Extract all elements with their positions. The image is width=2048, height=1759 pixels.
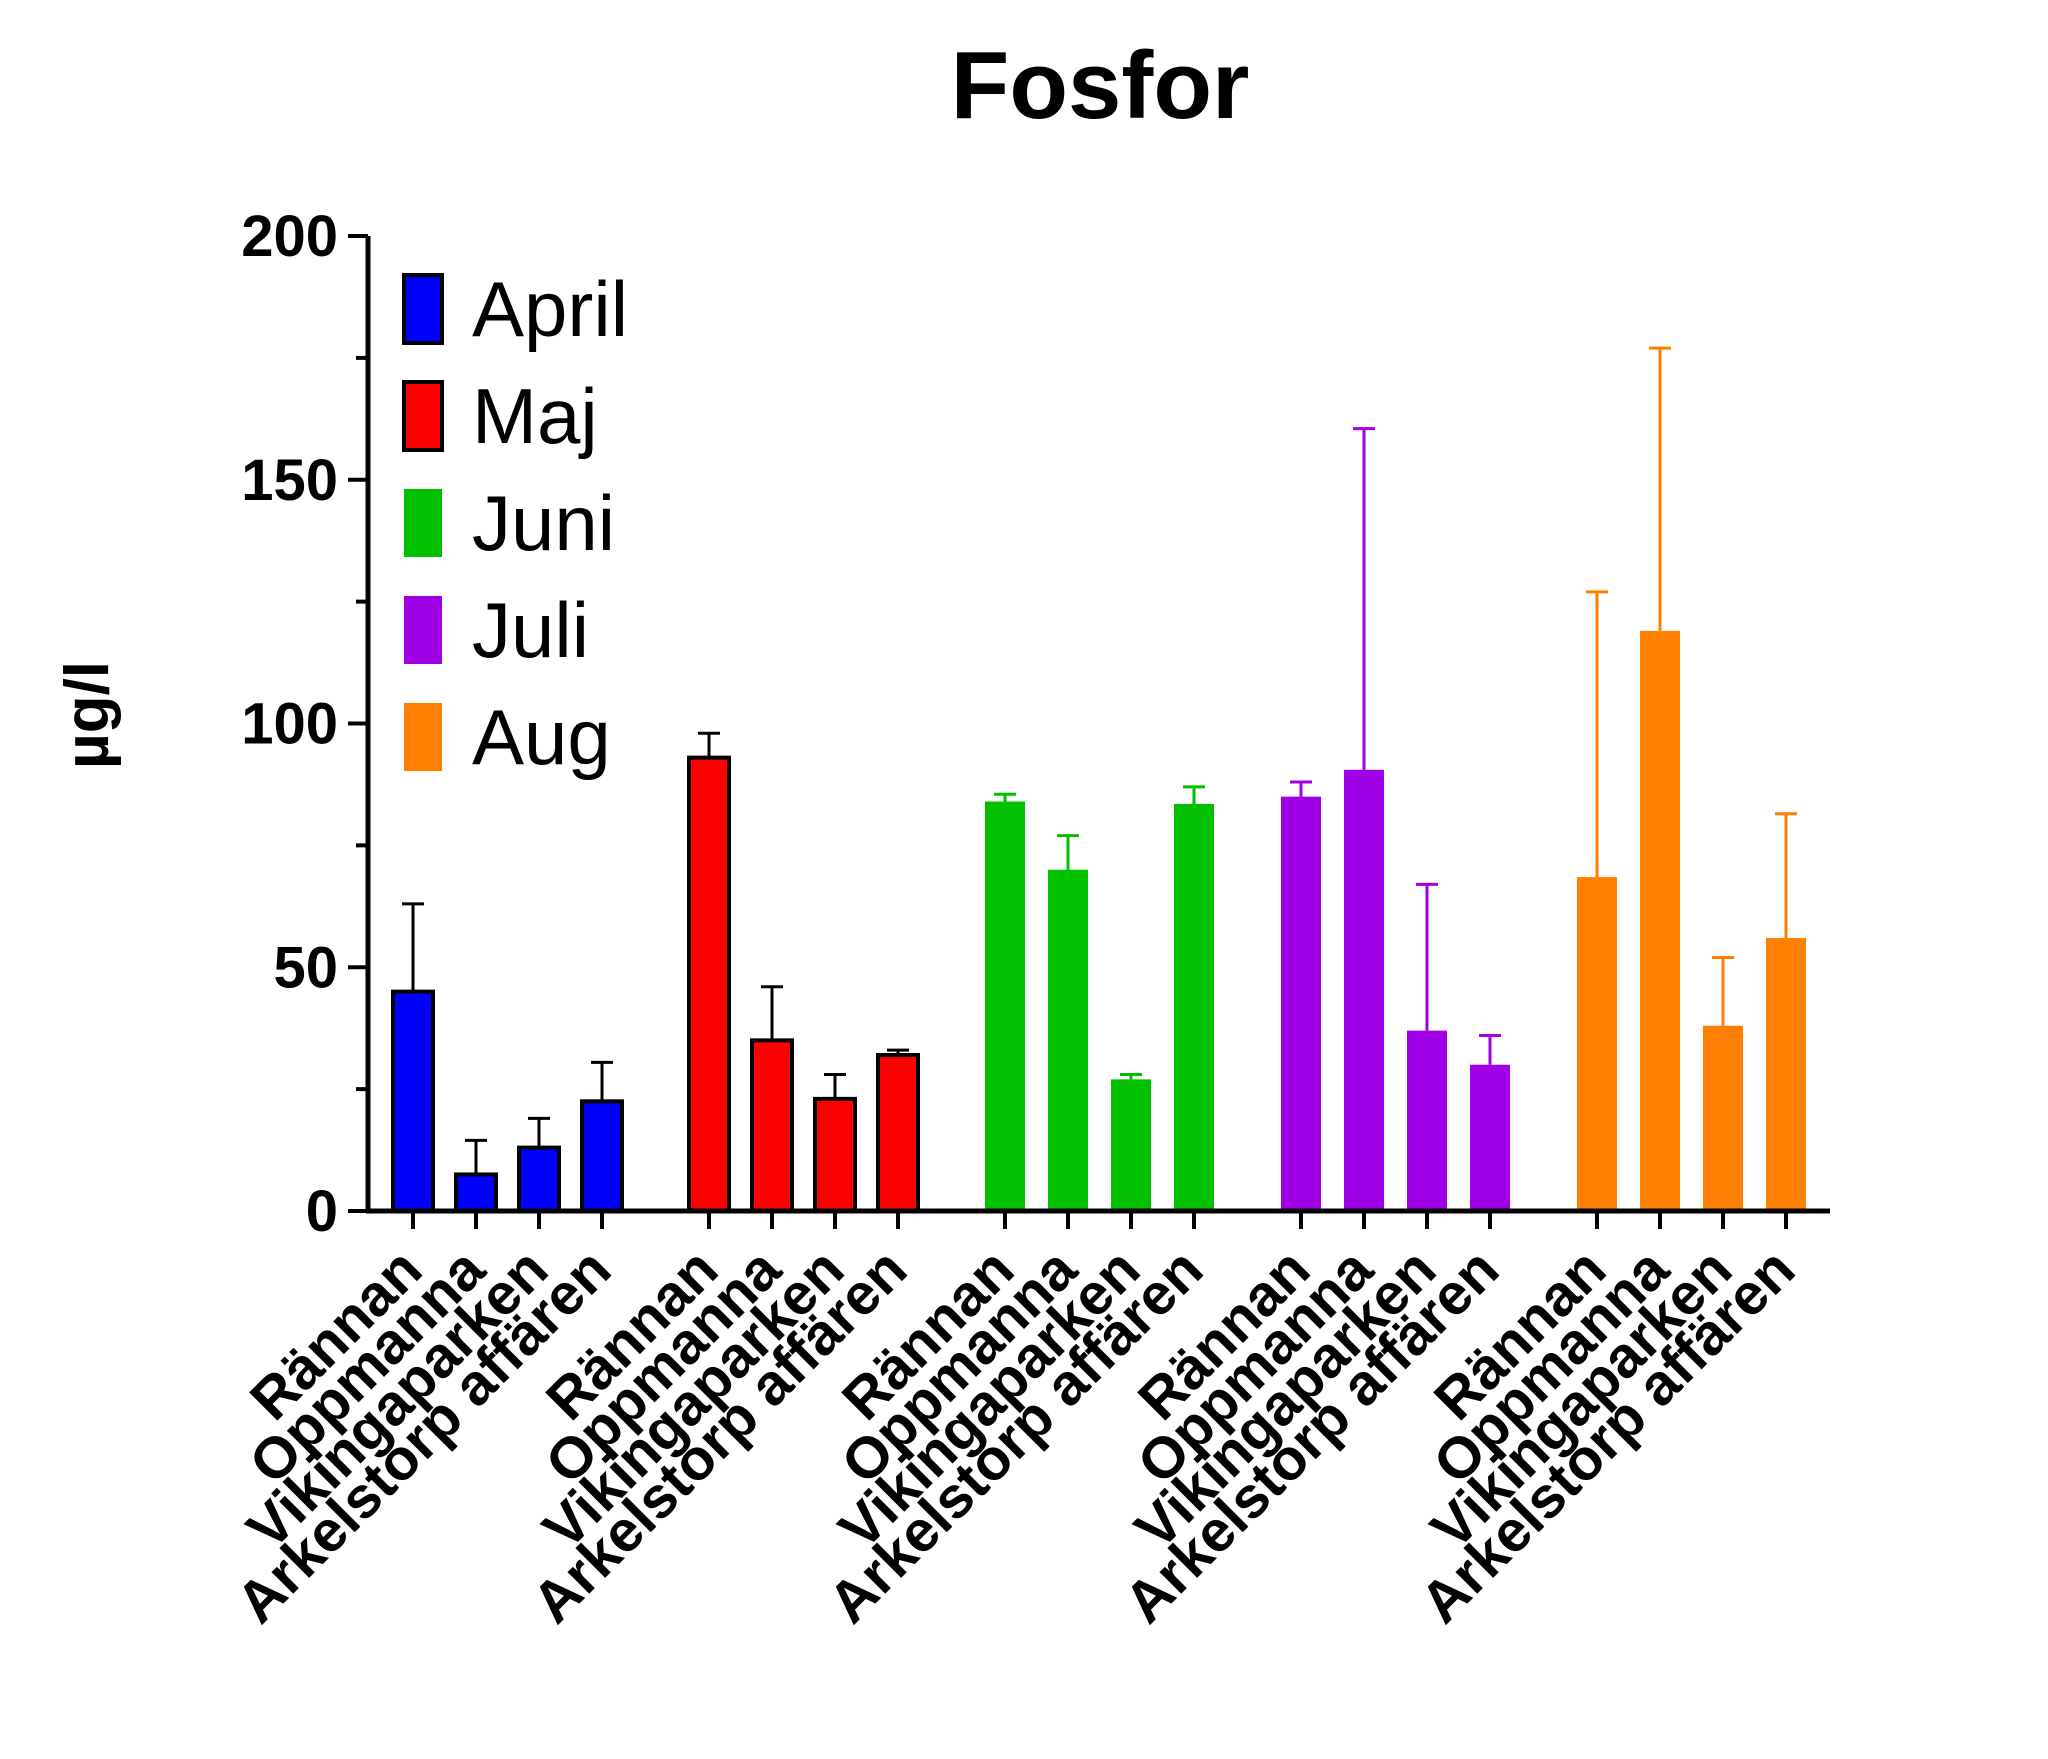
- axes: 0 50 100 150 200: [241, 204, 1830, 1244]
- bar: [1640, 630, 1680, 1211]
- bar: [1766, 938, 1806, 1211]
- y-tick-label: 100: [241, 692, 338, 757]
- chart-title: Fosfor: [951, 32, 1250, 139]
- legend-swatch: [404, 703, 442, 771]
- bar: [1111, 1079, 1151, 1211]
- legend-label: Aug: [472, 693, 611, 781]
- legend-swatch: [404, 489, 442, 557]
- legend-swatch: [402, 380, 444, 452]
- bar: [1470, 1064, 1510, 1211]
- bar: [750, 1038, 794, 1213]
- bars: [391, 346, 1806, 1213]
- y-axis-label: µg/l: [53, 661, 122, 769]
- legend-label: Maj: [472, 372, 598, 460]
- bar: [391, 989, 435, 1213]
- bar: [1407, 1030, 1447, 1211]
- legend-label: Juli: [472, 586, 589, 674]
- y-tick-label: 150: [241, 448, 338, 513]
- legend-label: Juni: [472, 479, 615, 567]
- bar: [1048, 869, 1088, 1211]
- legend-swatch: [404, 596, 442, 664]
- bar: [687, 755, 731, 1213]
- bar: [1703, 1025, 1743, 1211]
- bar: [1344, 769, 1384, 1211]
- y-tick-label: 0: [306, 1179, 338, 1244]
- legend-swatch: [402, 273, 444, 345]
- bar: [876, 1053, 920, 1213]
- legend: April Maj Juni Juli Aug: [402, 265, 628, 781]
- legend-label: April: [472, 265, 628, 353]
- bar: [517, 1145, 561, 1213]
- bar: [1174, 803, 1214, 1211]
- y-tick-label: 200: [241, 204, 338, 269]
- bar: [813, 1096, 857, 1213]
- y-tick-label: 50: [273, 935, 338, 1000]
- bar: [985, 801, 1025, 1211]
- bar: [580, 1099, 624, 1213]
- bar: [454, 1172, 498, 1213]
- bar: [1281, 796, 1321, 1211]
- bar: [1577, 877, 1617, 1211]
